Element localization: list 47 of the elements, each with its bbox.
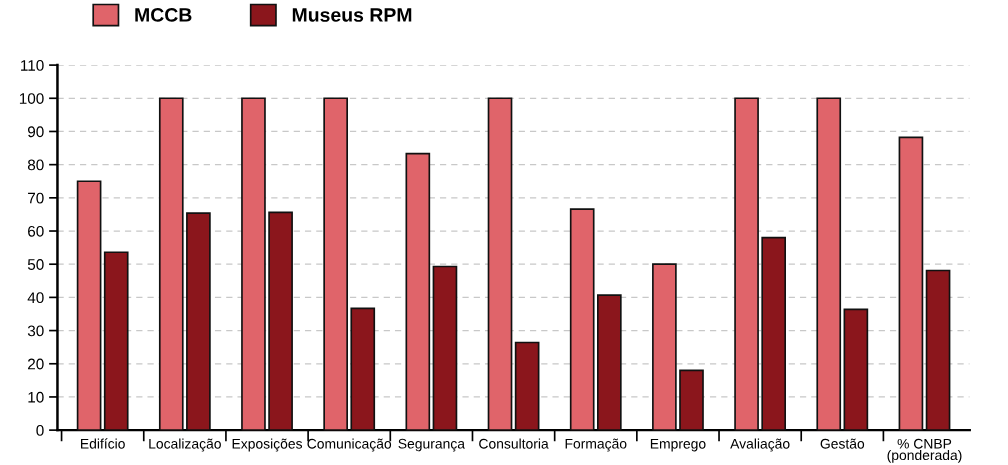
y-tick-label: 100 (19, 93, 44, 104)
x-tick-label: Gestão (820, 438, 865, 449)
x-tick-label: % CNBP (ponderada) (887, 438, 962, 463)
bar (487, 97, 513, 431)
y-tick-label: 20 (28, 358, 44, 370)
bar (816, 97, 842, 431)
bar (679, 369, 704, 431)
bar (652, 263, 677, 431)
x-tick-label: Segurança (398, 438, 465, 452)
x-tick-label: Emprego (650, 438, 706, 452)
bar (843, 308, 869, 431)
bar (432, 265, 458, 431)
bar (925, 269, 951, 431)
bar (158, 97, 184, 431)
y-tick-label: 60 (28, 225, 44, 237)
bar (405, 152, 431, 431)
x-tick-label: Exposições (232, 438, 303, 452)
bar (596, 294, 622, 431)
x-tick-label: Edifício (81, 438, 125, 449)
y-tick-label: 40 (27, 292, 44, 304)
bar (734, 97, 759, 431)
bar (350, 307, 376, 431)
y-tick-label: 110 (21, 59, 44, 71)
y-tick-label: 30 (27, 325, 44, 337)
bar (76, 180, 102, 431)
bar (268, 211, 293, 431)
x-tick-label: Avaliação (730, 438, 790, 452)
x-tick-label: Consultoria (479, 438, 549, 449)
y-tick-label: 80 (27, 159, 44, 171)
x-tick-label: Formação (565, 438, 627, 452)
x-tick-label: Comunicação (307, 438, 392, 452)
bar (241, 97, 266, 431)
y-tick-label: 70 (28, 192, 44, 204)
bar (323, 97, 348, 431)
y-tick-label: 90 (27, 126, 44, 138)
bar (569, 208, 595, 431)
y-tick-label: 10 (28, 391, 44, 403)
bar (761, 236, 787, 431)
x-tick-label: Localização (149, 438, 221, 452)
y-tick-label: 0 (36, 424, 44, 436)
bar (103, 251, 129, 431)
legend-label: MCCB (135, 8, 192, 22)
y-tick-label: 50 (27, 259, 44, 270)
bar (898, 136, 924, 431)
legend-label: Museus RPM (292, 8, 412, 22)
bar (186, 212, 211, 431)
bar (514, 341, 540, 431)
